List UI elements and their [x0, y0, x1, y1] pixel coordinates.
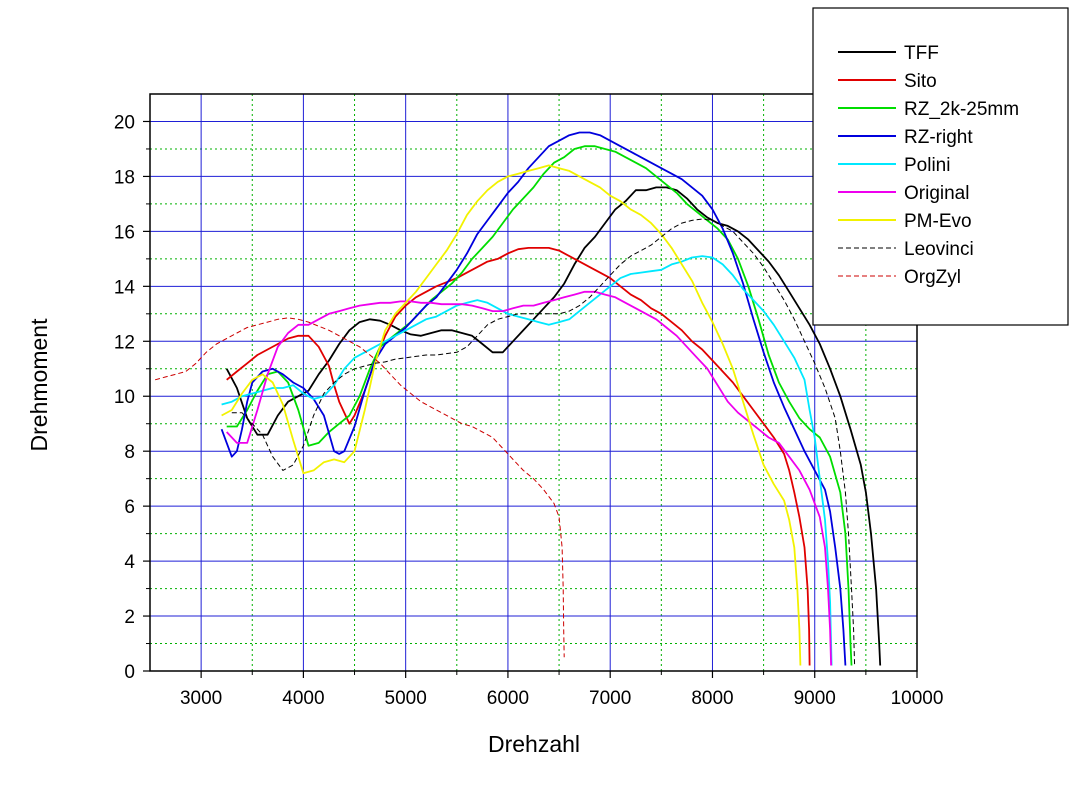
x-tick-label: 10000: [891, 688, 944, 709]
y-tick-label: 0: [124, 662, 135, 683]
legend-label-leovinci: Leovinci: [904, 239, 974, 260]
x-tick-label: 7000: [589, 688, 631, 709]
grid-major: [150, 94, 917, 671]
x-axis-tick-labels: 3000 4000 5000 6000 7000 8000 9000 10000: [180, 688, 943, 709]
legend-label-sito: Sito: [904, 71, 937, 92]
legend-label-original: Original: [904, 183, 969, 204]
series-line-polini: [221, 255, 833, 666]
x-tick-label: 6000: [487, 688, 529, 709]
series-line-pm-evo: [221, 164, 802, 666]
y-axis-title: Drehmoment: [26, 318, 52, 452]
x-tick-label: 5000: [385, 688, 427, 709]
legend-label-tff: TFF: [904, 43, 939, 64]
y-tick-label: 12: [114, 332, 135, 353]
legend-label-orgzyl: OrgZyl: [904, 267, 961, 288]
y-tick-label: 2: [124, 607, 135, 628]
x-tick-label: 4000: [282, 688, 324, 709]
y-tick-label: 8: [124, 442, 135, 463]
series-line-rz-right: [220, 131, 847, 666]
legend-box: [812, 7, 1069, 326]
y-tick-label: 4: [124, 552, 135, 573]
y-axis-tick-labels: 0 2 4 6 8 10 12 14 16 18 20: [114, 112, 136, 683]
legend-entries: TFF Sito RZ_2k-25mm RZ-right Polini Original P…: [838, 43, 1019, 288]
x-tick-label: 3000: [180, 688, 222, 709]
series-line-orgzyl: [154, 317, 565, 658]
x-tick-label: 9000: [794, 688, 836, 709]
y-tick-label: 16: [114, 222, 135, 243]
y-tick-label: 18: [114, 167, 135, 188]
y-tick-label: 10: [114, 387, 135, 408]
y-tick-label: 14: [114, 277, 136, 298]
series-lines: [154, 131, 882, 666]
series-line-sito: [226, 246, 811, 666]
x-axis-title: Drehzahl: [488, 731, 580, 757]
legend-label-pm-evo: PM-Evo: [904, 211, 972, 232]
y-tick-label: 6: [124, 497, 135, 518]
axis-ticks: [143, 120, 918, 678]
series-line-leovinci: [231, 218, 856, 666]
series-line-rz-2k-25mm: [226, 145, 853, 666]
series-line-original: [226, 290, 832, 666]
legend: TFF Sito RZ_2k-25mm RZ-right Polini Original P…: [812, 7, 1069, 326]
plot-frame: [149, 93, 918, 672]
y-tick-label: 20: [114, 112, 135, 133]
legend-label-rz-2k-25mm: RZ_2k-25mm: [904, 99, 1019, 120]
legend-label-rz-right: RZ-right: [904, 127, 973, 148]
series-line-tff: [225, 186, 882, 666]
legend-label-polini: Polini: [904, 155, 950, 176]
x-tick-label: 8000: [691, 688, 733, 709]
